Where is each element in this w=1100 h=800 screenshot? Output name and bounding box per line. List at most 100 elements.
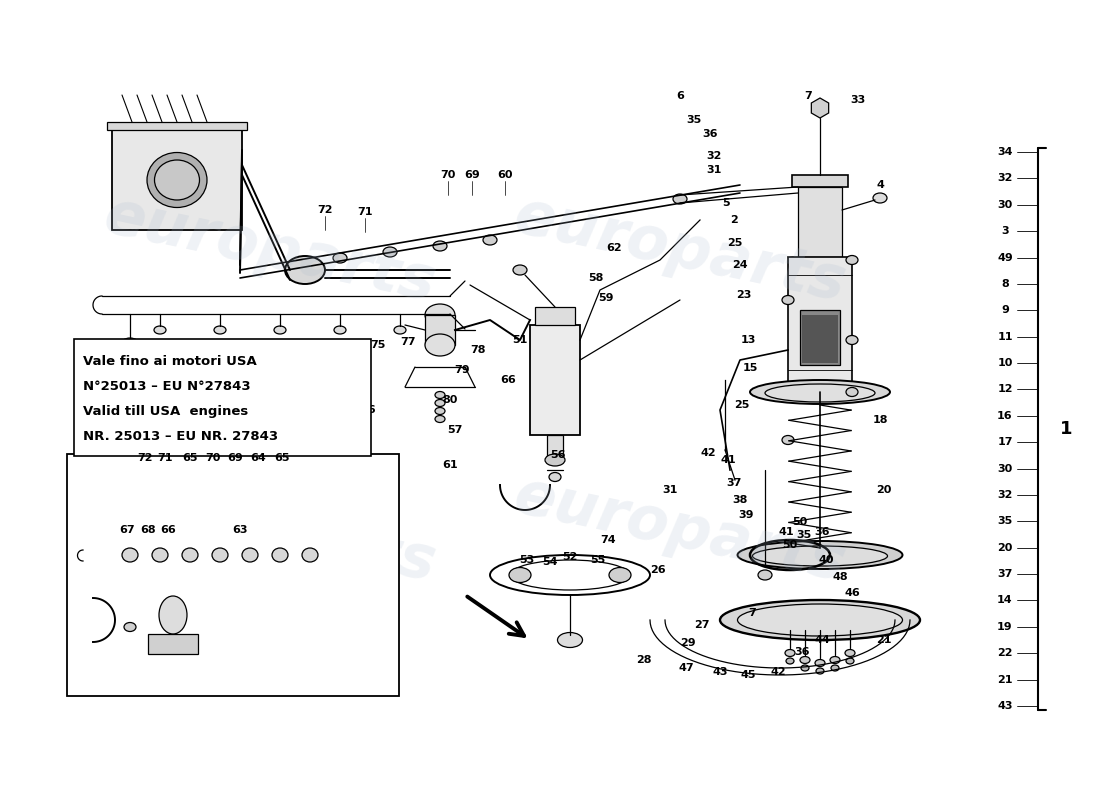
Bar [800,310,840,365]
Ellipse shape [830,657,840,663]
Text: 8: 8 [1001,279,1009,289]
Text: 18: 18 [872,415,888,425]
Text: 41: 41 [778,527,794,537]
Bar [148,634,198,654]
Text: 43: 43 [713,667,728,677]
Ellipse shape [750,380,890,404]
Text: 12: 12 [998,385,1013,394]
Ellipse shape [800,657,810,663]
Text: 62: 62 [606,243,621,253]
Text: 20: 20 [998,542,1013,553]
Ellipse shape [242,548,258,562]
Bar [107,122,248,130]
Text: Valid till USA  engines: Valid till USA engines [82,405,249,418]
Text: 40: 40 [818,555,834,565]
Ellipse shape [846,335,858,345]
Ellipse shape [483,235,497,245]
Text: 32: 32 [998,490,1013,500]
Text: 32: 32 [998,174,1013,183]
Text: 19: 19 [998,622,1013,632]
Text: 30: 30 [998,200,1013,210]
Ellipse shape [720,600,920,640]
Text: 72: 72 [138,453,153,463]
Text: 25: 25 [727,238,742,248]
Ellipse shape [609,567,631,582]
Text: europarts: europarts [99,186,441,314]
Ellipse shape [786,658,794,664]
Text: 35: 35 [686,115,702,125]
Ellipse shape [830,665,839,671]
Ellipse shape [333,253,346,263]
Ellipse shape [160,596,187,634]
Text: 47: 47 [679,663,694,673]
Ellipse shape [846,255,858,265]
Text: 5: 5 [723,198,729,208]
Text: 36: 36 [794,647,810,657]
Text: 61: 61 [442,460,458,470]
Text: 6: 6 [676,91,684,101]
Ellipse shape [285,256,324,284]
Text: 44: 44 [814,635,829,645]
Text: 52: 52 [562,552,578,562]
Text: 66: 66 [500,375,516,385]
Text: 23: 23 [736,290,751,300]
Text: 78: 78 [471,345,486,355]
Ellipse shape [425,334,455,356]
Text: 55: 55 [591,555,606,565]
Text: 21: 21 [877,635,892,645]
Ellipse shape [425,304,455,326]
Text: 37: 37 [998,569,1013,579]
Ellipse shape [124,622,136,631]
Ellipse shape [801,665,808,671]
Text: 41: 41 [720,455,736,465]
Text: 79: 79 [454,365,470,375]
Text: 14: 14 [998,595,1013,606]
Text: 9: 9 [1001,306,1009,315]
Text: 54: 54 [542,557,558,567]
Ellipse shape [434,407,446,414]
Text: 26: 26 [650,565,666,575]
Text: 31: 31 [662,485,678,495]
Ellipse shape [673,194,688,204]
Ellipse shape [737,604,902,636]
Text: 45: 45 [740,670,756,680]
Text: 42: 42 [770,667,785,677]
Text: 69: 69 [227,453,243,463]
Text: NR. 25013 – EU NR. 27843: NR. 25013 – EU NR. 27843 [82,430,278,443]
Text: 66: 66 [161,525,176,535]
Text: 49: 49 [997,253,1013,262]
Ellipse shape [394,326,406,334]
Bar [112,130,242,230]
Text: 53: 53 [519,555,535,565]
Text: 3: 3 [1001,226,1009,236]
Text: 29: 29 [680,638,696,648]
Text: europarts: europarts [99,466,441,594]
Text: 39: 39 [738,510,754,520]
Text: 34: 34 [998,147,1013,157]
Text: 38: 38 [733,495,748,505]
Ellipse shape [558,633,583,647]
Ellipse shape [434,391,446,398]
Text: 22: 22 [998,648,1013,658]
Ellipse shape [816,668,824,674]
Ellipse shape [737,541,902,569]
Text: 75: 75 [371,340,386,350]
Text: 17: 17 [998,437,1013,447]
Text: 64: 64 [250,453,266,463]
Text: 71: 71 [157,453,173,463]
Ellipse shape [272,548,288,562]
Text: 11: 11 [998,332,1013,342]
Bar [788,257,853,392]
Text: 16: 16 [998,411,1013,421]
Text: 57: 57 [448,425,463,435]
Text: 4: 4 [876,180,884,190]
Ellipse shape [752,546,888,566]
Ellipse shape [509,567,531,582]
Ellipse shape [152,548,168,562]
Text: 60: 60 [497,170,513,180]
Ellipse shape [758,570,772,580]
Text: europarts: europarts [508,466,851,594]
Ellipse shape [873,193,887,203]
Text: 77: 77 [400,337,416,347]
Bar [547,435,563,457]
